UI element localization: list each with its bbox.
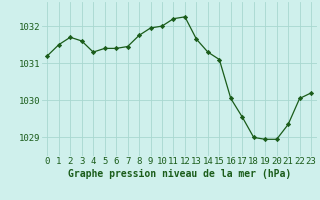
X-axis label: Graphe pression niveau de la mer (hPa): Graphe pression niveau de la mer (hPa) xyxy=(68,169,291,179)
